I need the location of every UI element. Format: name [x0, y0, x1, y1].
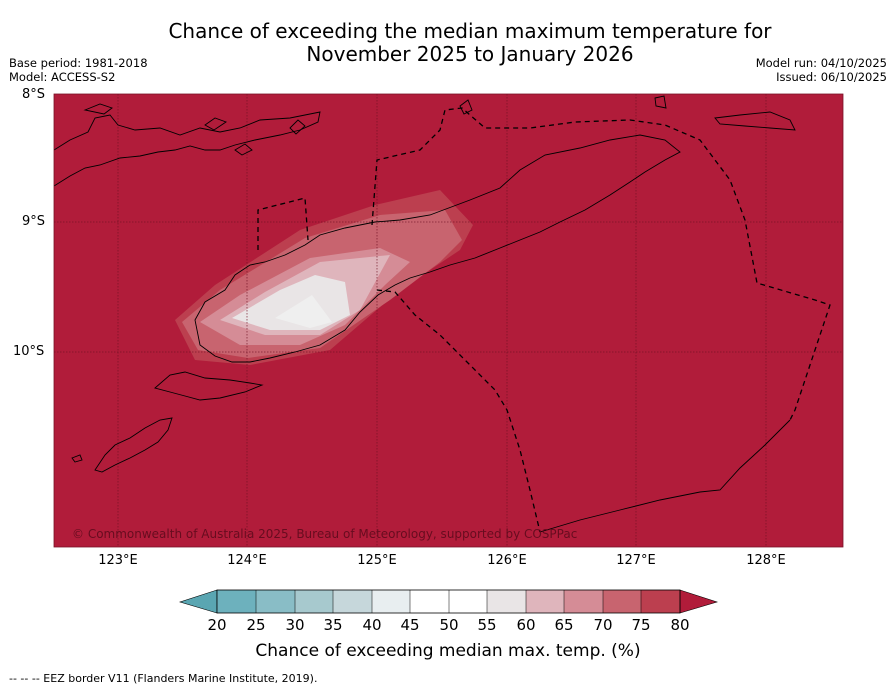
- issued-date: Issued: 06/10/2025: [776, 70, 887, 84]
- colorbar-tick: 50: [439, 616, 459, 634]
- colorbar-bin: [603, 590, 641, 613]
- colorbar-tick: 40: [362, 616, 382, 634]
- title-line-1: Chance of exceeding the median maximum t…: [168, 19, 772, 43]
- colorbar-bin: [333, 590, 372, 613]
- lon-label: 124°E: [227, 553, 267, 568]
- lon-label: 128°E: [746, 553, 786, 568]
- gridlines: [54, 94, 843, 547]
- colorbar-tick: 55: [477, 616, 497, 634]
- model-name: Model: ACCESS-S2: [9, 70, 116, 84]
- colorbar-bin: [526, 590, 564, 613]
- lon-label: 123°E: [98, 553, 138, 568]
- colorbar-high-extension: [679, 589, 719, 614]
- colorbar-bin: [372, 590, 410, 613]
- colorbar-tick: 75: [631, 616, 651, 634]
- chart-title: Chance of exceeding the median maximum t…: [0, 20, 896, 66]
- colorbar-tick: 45: [400, 616, 420, 634]
- colorbar-bin: [641, 590, 680, 613]
- colorbar-bin: [256, 590, 295, 613]
- lat-label: 9°S: [22, 214, 46, 229]
- run-info: Model run: 04/10/2025 Issued: 06/10/2025: [756, 56, 887, 84]
- contour-50: [275, 295, 332, 328]
- colorbar-tick: 30: [285, 616, 305, 634]
- colorbar-bin: [295, 590, 333, 613]
- title-line-2: November 2025 to January 2026: [306, 42, 634, 66]
- colorbar-bin: [564, 590, 603, 613]
- colorbar: [178, 589, 719, 614]
- lat-label: 8°S: [22, 87, 46, 102]
- colorbar-tick: 65: [554, 616, 574, 634]
- lat-label: 10°S: [13, 344, 45, 359]
- colorbar-label: Chance of exceeding median max. temp. (%…: [255, 641, 641, 661]
- colorbar-bin: [487, 590, 526, 613]
- eez-footnote: -- -- -- EEZ border V11 (Flanders Marine…: [9, 672, 318, 685]
- colorbar-low-extension: [178, 589, 218, 614]
- colorbar-tick: 80: [670, 616, 690, 634]
- colorbar-bin: [410, 590, 449, 613]
- eez-borders: [257, 107, 831, 533]
- lon-label: 126°E: [487, 553, 527, 568]
- colorbar-tick: 25: [246, 616, 266, 634]
- colorbar-tick: 60: [516, 616, 536, 634]
- map-background: [54, 94, 843, 547]
- colorbar-tick: 70: [593, 616, 613, 634]
- colorbar-bin: [449, 590, 487, 613]
- lon-label: 125°E: [357, 553, 397, 568]
- colorbar-tick: 35: [323, 616, 343, 634]
- model-run: Model run: 04/10/2025: [755, 56, 887, 70]
- base-period: Base period: 1981-2018: [9, 56, 148, 70]
- coastlines: [54, 95, 796, 533]
- copyright-notice: © Commonwealth of Australia 2025, Bureau…: [72, 527, 577, 541]
- colorbar-tick: 20: [207, 616, 227, 634]
- lon-label: 127°E: [616, 553, 656, 568]
- model-info: Base period: 1981-2018 Model: ACCESS-S2: [9, 56, 148, 84]
- colorbar-bin: [217, 590, 256, 613]
